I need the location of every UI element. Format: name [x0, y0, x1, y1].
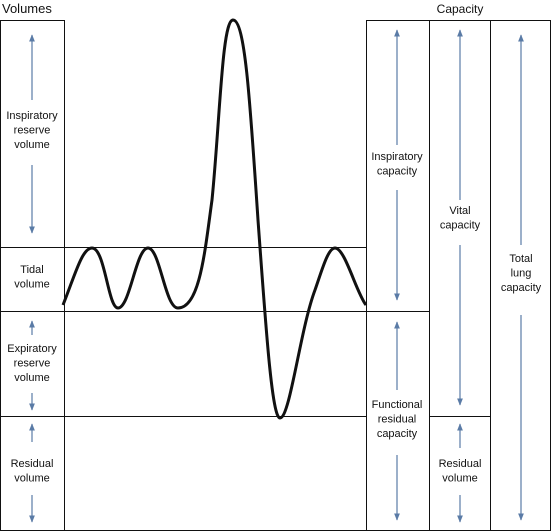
label-line: volume: [14, 279, 49, 291]
label: Inspiratory capacity: [371, 151, 423, 178]
label: Expiratory reserve volume: [7, 343, 57, 384]
label-line: Functional: [372, 399, 423, 411]
volumes-header: Volumes: [2, 1, 52, 16]
label-line: Expiratory: [7, 343, 57, 355]
label-line: capacity: [440, 220, 481, 232]
label: Vital capacity: [440, 205, 481, 232]
label: Functional residual capacity: [372, 399, 423, 440]
label-line: capacity: [377, 166, 418, 178]
label-line: Residual: [439, 458, 482, 470]
label-line: reserve: [14, 358, 51, 370]
label: Total lung capacity: [501, 253, 542, 294]
label-line: volume: [442, 473, 477, 485]
label-line: Vital: [449, 205, 470, 217]
label-line: capacity: [377, 428, 418, 440]
label-line: Residual: [11, 458, 54, 470]
label: Inspiratory reserve volume: [6, 110, 58, 151]
label-line: reserve: [14, 125, 51, 137]
label-line: Inspiratory: [371, 151, 423, 163]
label-line: Tidal: [20, 264, 43, 276]
frame: [0, 20, 551, 531]
label-line: volume: [14, 473, 49, 485]
label-line: lung: [511, 268, 532, 280]
arrows: [29, 29, 524, 523]
capacity-header: Capacity: [437, 2, 484, 16]
label-line: volume: [14, 372, 49, 384]
label-line: Total: [509, 253, 532, 265]
label: Tidal volume: [14, 264, 49, 291]
spirogram-trace: [61, 18, 368, 420]
label: Residual volume: [11, 458, 54, 485]
label-line: residual: [378, 414, 417, 426]
label-line: capacity: [501, 282, 542, 294]
label-line: Inspiratory: [6, 110, 58, 122]
label-line: volume: [14, 139, 49, 151]
label: Residual volume: [439, 458, 482, 485]
